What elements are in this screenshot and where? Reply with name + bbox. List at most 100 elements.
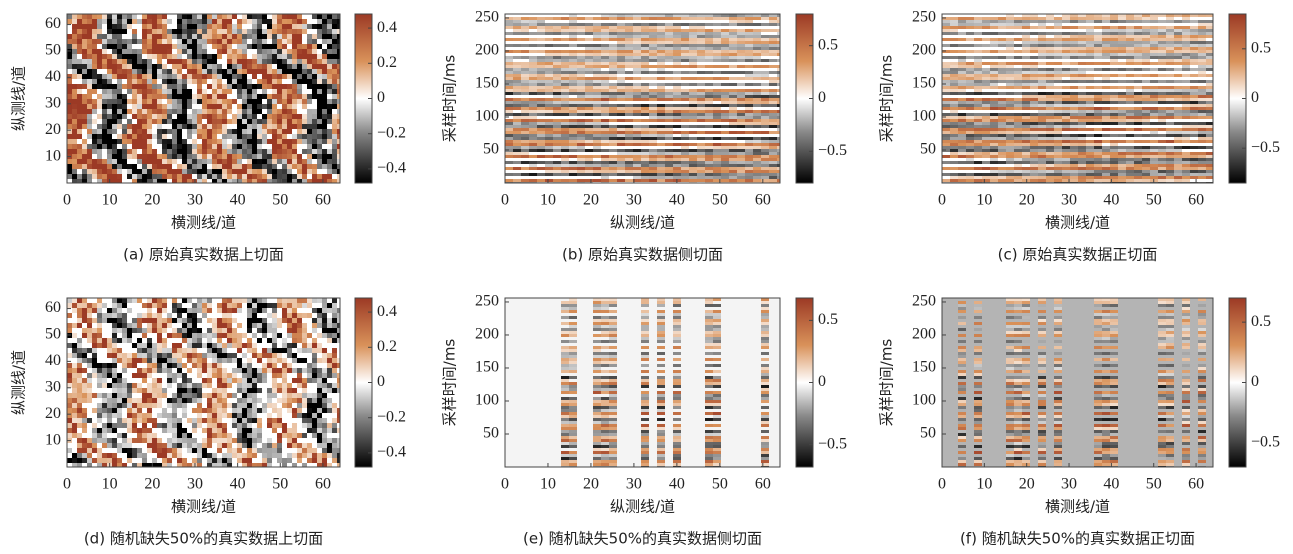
pixel bbox=[753, 116, 761, 119]
pixel bbox=[1078, 80, 1086, 83]
pixel bbox=[974, 137, 982, 140]
pixel bbox=[950, 101, 958, 104]
pixel bbox=[1190, 140, 1198, 143]
pixel bbox=[553, 86, 561, 89]
pixel bbox=[1190, 89, 1198, 92]
pixel bbox=[625, 152, 633, 155]
pixel bbox=[297, 139, 302, 144]
pixel bbox=[102, 114, 107, 119]
pixel bbox=[649, 32, 657, 35]
pixel bbox=[729, 17, 737, 20]
pixel bbox=[1190, 59, 1198, 62]
pixel bbox=[257, 119, 262, 124]
pixel bbox=[569, 26, 577, 29]
pixel bbox=[942, 74, 950, 77]
pixel bbox=[998, 26, 1006, 29]
pixel bbox=[521, 107, 529, 110]
pixel bbox=[1182, 47, 1190, 50]
pixel bbox=[1054, 131, 1062, 134]
pixel bbox=[729, 44, 737, 47]
pixel bbox=[942, 128, 950, 131]
pixel bbox=[609, 50, 617, 53]
pixel bbox=[252, 24, 257, 29]
pixel bbox=[117, 89, 122, 94]
pixel bbox=[147, 144, 152, 149]
pixel bbox=[297, 54, 302, 59]
pixel bbox=[1150, 158, 1158, 161]
pixel bbox=[569, 32, 577, 35]
pixel bbox=[127, 64, 132, 69]
pixel bbox=[657, 107, 665, 110]
pixel bbox=[1014, 125, 1022, 128]
pixel bbox=[942, 65, 950, 68]
pixel bbox=[187, 89, 192, 94]
pixel bbox=[593, 101, 601, 104]
pixel bbox=[187, 114, 192, 119]
pixel bbox=[585, 119, 593, 122]
pixel bbox=[633, 104, 641, 107]
pixel bbox=[267, 59, 272, 64]
pixel bbox=[167, 89, 172, 94]
pixel bbox=[287, 149, 292, 154]
pixel bbox=[1134, 170, 1142, 173]
pixel bbox=[132, 84, 137, 89]
pixel bbox=[1142, 74, 1150, 77]
pixel bbox=[227, 169, 232, 174]
pixel bbox=[529, 155, 537, 158]
pixel bbox=[197, 29, 202, 34]
pixel bbox=[217, 179, 222, 183]
pixel bbox=[1006, 38, 1014, 41]
pixel bbox=[207, 69, 212, 74]
pixel bbox=[545, 65, 553, 68]
pixel bbox=[77, 64, 82, 69]
pixel bbox=[1134, 107, 1142, 110]
pixel bbox=[317, 44, 322, 49]
pixel bbox=[162, 34, 167, 39]
pixel bbox=[142, 64, 147, 69]
pixel bbox=[1038, 134, 1046, 137]
pixel bbox=[958, 92, 966, 95]
pixel bbox=[998, 77, 1006, 80]
pixel bbox=[1054, 122, 1062, 125]
pixel bbox=[641, 50, 649, 53]
pixel bbox=[649, 155, 657, 158]
pixel bbox=[974, 62, 982, 65]
pixel bbox=[601, 92, 609, 95]
pixel bbox=[958, 137, 966, 140]
pixel bbox=[117, 169, 122, 174]
pixel bbox=[1206, 170, 1213, 173]
pixel bbox=[966, 104, 974, 107]
pixel bbox=[172, 99, 177, 104]
pixel bbox=[585, 164, 593, 167]
pixel bbox=[982, 62, 990, 65]
pixel bbox=[697, 56, 705, 59]
pixel bbox=[207, 174, 212, 179]
pixel bbox=[1166, 35, 1174, 38]
pixel bbox=[681, 89, 689, 92]
pixel bbox=[157, 39, 162, 44]
pixel bbox=[545, 26, 553, 29]
pixel bbox=[1182, 56, 1190, 59]
pixel bbox=[761, 119, 769, 122]
pixel bbox=[92, 44, 97, 49]
pixel bbox=[1046, 137, 1054, 140]
pixel bbox=[1126, 62, 1134, 65]
pixel bbox=[247, 109, 252, 114]
pixel bbox=[617, 89, 625, 92]
pixel bbox=[177, 164, 182, 169]
pixel bbox=[1046, 71, 1054, 74]
pixel bbox=[262, 124, 267, 129]
pixel bbox=[237, 94, 242, 99]
pixel bbox=[950, 113, 958, 116]
pixel bbox=[312, 49, 317, 54]
pixel bbox=[974, 161, 982, 164]
pixel bbox=[705, 116, 713, 119]
pixel bbox=[272, 54, 277, 59]
pixel bbox=[152, 89, 157, 94]
pixel bbox=[950, 167, 958, 170]
pixel bbox=[609, 128, 617, 131]
pixel bbox=[545, 134, 553, 137]
pixel bbox=[713, 152, 721, 155]
pixel bbox=[1046, 98, 1054, 101]
pixel bbox=[167, 109, 172, 114]
